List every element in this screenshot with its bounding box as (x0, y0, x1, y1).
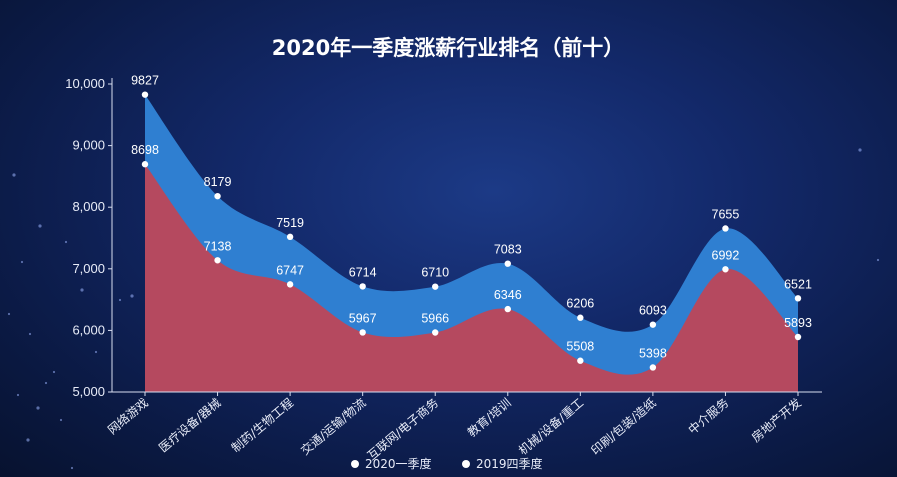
point-2020q1 (649, 321, 657, 328)
data-label-2019q4: 6992 (712, 248, 740, 262)
x-tick-label: 教育/培训 (464, 395, 514, 440)
data-label-2020q1: 8179 (204, 175, 232, 189)
star-dot (7, 312, 11, 316)
legend-marker-2019q4 (462, 460, 470, 468)
data-label-2019q4: 5966 (421, 311, 449, 325)
data-label-2020q1: 6206 (566, 297, 594, 311)
data-label-2019q4: 8698 (131, 143, 159, 157)
x-tick-label: 中介服务 (685, 395, 731, 437)
legend-marker-2020q1 (351, 460, 359, 468)
star-dot (94, 350, 98, 354)
x-tick-label: 机械/设备/重工 (515, 395, 586, 458)
data-label-2020q1: 7083 (494, 243, 522, 257)
x-tick-label: 医疗设备/器械 (156, 395, 224, 455)
star-dot (36, 406, 40, 410)
point-2020q1 (286, 233, 294, 241)
data-label-2019q4: 6747 (276, 263, 304, 277)
y-tick-label: 8,000 (72, 199, 105, 214)
x-tick-label: 制药/生物工程 (228, 395, 296, 455)
y-tick-label: 6,000 (72, 322, 105, 337)
point-2020q1 (722, 225, 729, 232)
star-dot (64, 240, 68, 244)
legend-label-2019q4: 2019四季度 (476, 456, 543, 471)
y-tick-label: 7,000 (72, 261, 105, 276)
star-dot (876, 258, 880, 262)
point-2019q4 (286, 281, 294, 288)
star-dot (26, 438, 30, 442)
point-2020q1 (432, 283, 439, 290)
data-points (141, 91, 802, 371)
star-dot (118, 298, 122, 302)
data-label-2019q4: 6346 (494, 288, 522, 302)
star-dot (70, 466, 74, 470)
x-tick-label: 印刷/包装/造纸 (588, 396, 658, 458)
point-2020q1 (794, 295, 802, 302)
data-label-2019q4: 5967 (349, 311, 377, 325)
legend: 2020一季度 2019四季度 (351, 456, 543, 471)
data-label-2020q1: 7655 (712, 207, 740, 221)
x-tick-label: 互联网/电子商务 (364, 395, 441, 463)
star-dot (858, 148, 862, 152)
series-areas (145, 94, 798, 392)
background-stars (7, 148, 880, 470)
point-2019q4 (141, 161, 149, 168)
star-dot (130, 294, 134, 298)
y-tick-label: 5,000 (72, 384, 105, 399)
data-label-2019q4: 5508 (566, 340, 594, 354)
x-tick-label: 房地产开发 (748, 395, 804, 445)
data-label-2019q4: 5398 (639, 346, 667, 360)
star-dot (16, 393, 20, 397)
x-tick-label: 网络游戏 (105, 395, 151, 437)
star-dot (80, 288, 84, 292)
point-2019q4 (794, 333, 802, 341)
point-2020q1 (577, 314, 584, 321)
legend-label-2020q1: 2020一季度 (365, 456, 432, 471)
chart-title: 2020年一季度涨薪行业排名（前十） (272, 36, 624, 60)
point-2019q4 (359, 329, 366, 336)
y-tick-label: 10,000 (65, 76, 105, 91)
point-2019q4 (214, 257, 221, 264)
data-labels: 9827 8179 7519 6714 6710 7083 6206 6093 7655 6521… (131, 74, 812, 361)
star-dot (12, 173, 16, 177)
data-label-2020q1: 6714 (349, 265, 377, 279)
data-label-2020q1: 9827 (131, 74, 159, 88)
star-dot (28, 332, 32, 336)
series-area-2019q4 (145, 164, 798, 392)
x-tick-label: 交通/运输/物流 (298, 395, 369, 458)
point-2020q1 (141, 91, 149, 98)
data-label-2020q1: 6093 (639, 304, 667, 318)
y-tick-label: 9,000 (72, 138, 105, 153)
star-dot (52, 370, 56, 374)
point-2020q1 (359, 283, 366, 290)
point-2020q1 (214, 192, 221, 200)
star-dot (44, 381, 48, 385)
data-label-2019q4: 7138 (204, 239, 232, 253)
point-2019q4 (504, 305, 511, 313)
point-2019q4 (649, 364, 657, 371)
point-2019q4 (577, 357, 584, 364)
point-2019q4 (432, 329, 439, 336)
data-label-2020q1: 6521 (784, 277, 812, 291)
star-dot (59, 418, 63, 422)
data-label-2019q4: 5893 (784, 316, 812, 330)
data-label-2020q1: 7519 (276, 216, 304, 230)
star-dot (20, 260, 24, 264)
star-dot (38, 224, 42, 228)
point-2019q4 (722, 266, 729, 273)
data-label-2020q1: 6710 (421, 266, 449, 280)
point-2020q1 (504, 260, 511, 267)
